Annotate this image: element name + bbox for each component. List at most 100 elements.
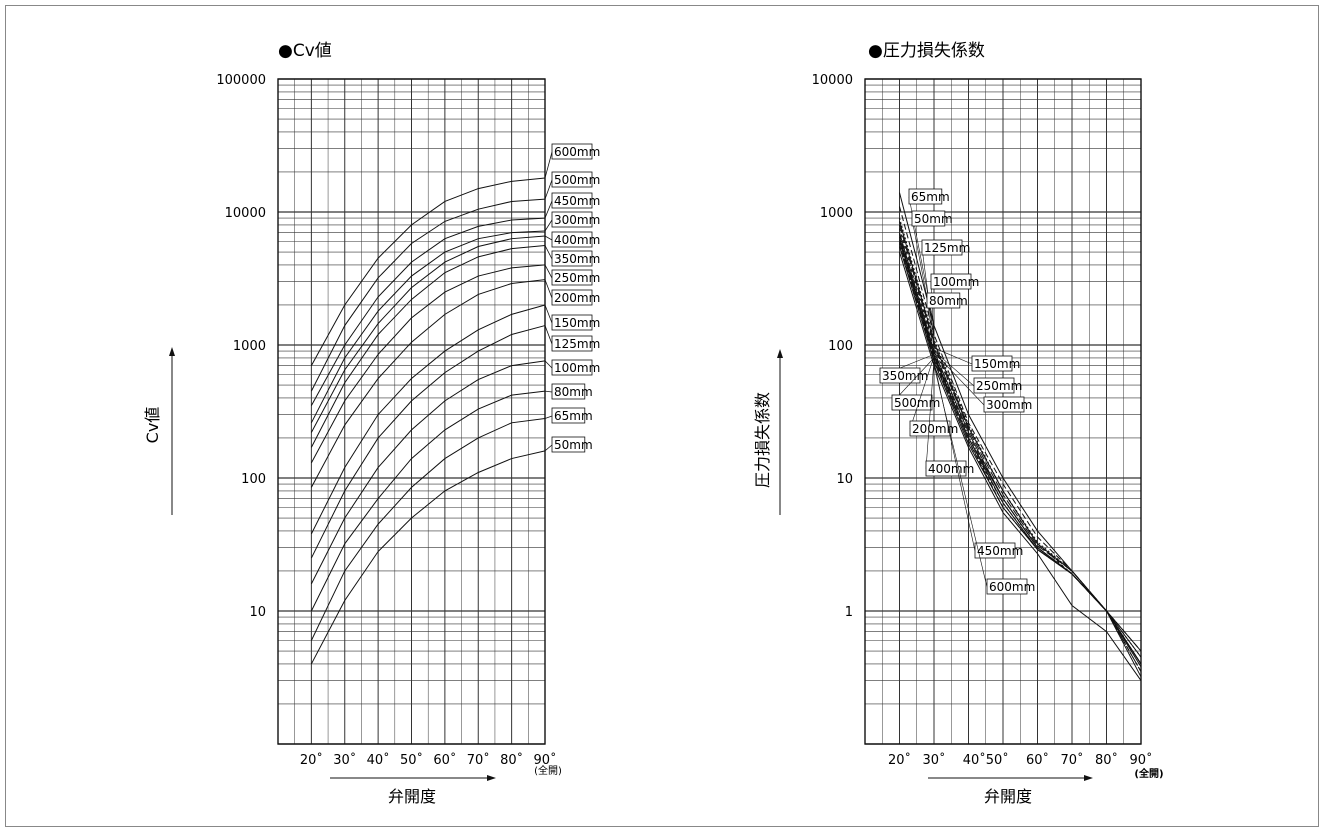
label-leader [933, 350, 975, 387]
series-label-box [551, 192, 593, 209]
series-line [310, 244, 546, 448]
series-label-box [891, 394, 933, 411]
chart2-x-sublabel: (全開) [1134, 767, 1163, 780]
series-label-box [925, 460, 967, 477]
series-label: 500mm [554, 173, 600, 187]
label-leader [544, 200, 553, 219]
series-label-box [909, 420, 951, 437]
series-label-box [974, 542, 1016, 559]
label-leader [544, 245, 553, 260]
x-tick-label: 60˚ [433, 752, 456, 768]
chart2-xlabel-arrow-head [1084, 775, 1093, 781]
series-line [899, 246, 1142, 678]
series-line [899, 217, 1142, 658]
x-tick-label: 80˚ [500, 752, 523, 768]
series-line [310, 198, 546, 392]
y-tick-label: 100000 [216, 73, 266, 88]
plot-border [864, 78, 1142, 745]
series-line [310, 177, 546, 366]
chart1-ylabel: Cv値 [143, 407, 162, 444]
series-label: 200mm [912, 422, 958, 436]
label-leader [930, 281, 935, 343]
x-tick-label: 40˚50˚ [963, 752, 1009, 768]
series-label: 250mm [976, 379, 1022, 393]
series-line [310, 217, 546, 406]
series-label: 450mm [554, 194, 600, 208]
label-leader [544, 415, 553, 419]
series-label-box [986, 578, 1028, 595]
label-leader [544, 279, 553, 299]
series-line [899, 224, 1142, 665]
label-leader [544, 360, 553, 369]
label-leader [933, 347, 973, 365]
series-label-box [973, 377, 1015, 394]
series-label: 100mm [554, 361, 600, 375]
series-label: 400mm [928, 462, 974, 476]
series-line [310, 235, 546, 433]
y-tick-label: 1000 [233, 339, 266, 354]
x-tick-label: 70˚ [467, 752, 490, 768]
series-label-box [930, 273, 972, 290]
y-tick-label: 100 [241, 472, 266, 487]
label-leader [909, 356, 935, 430]
label-leader [544, 235, 553, 241]
series-label: 50mm [914, 212, 953, 226]
series-line [310, 264, 546, 464]
x-tick-label: 30˚ [333, 752, 356, 768]
series-label-box [551, 289, 593, 306]
series-label: 150mm [554, 316, 600, 330]
y-tick-label: 10 [836, 472, 853, 487]
plot-border [277, 78, 546, 745]
series-label: 50mm [554, 438, 593, 452]
chart2-ylabel: 圧力損失係数 [753, 392, 772, 488]
series-line [310, 360, 546, 585]
series-label-box [551, 383, 586, 400]
series-line [310, 418, 546, 641]
series-line [310, 230, 546, 424]
x-tick-label: 60˚ [1026, 752, 1049, 768]
x-tick-label: 70˚ [1060, 752, 1083, 768]
series-label-box [551, 143, 593, 160]
series-label: 400mm [554, 233, 600, 247]
x-tick-label: 90˚ [533, 752, 556, 768]
label-leader [544, 219, 553, 232]
y-tick-label: 10000 [812, 73, 853, 88]
label-leader [544, 304, 553, 324]
label-leader [544, 264, 553, 279]
label-leader [544, 325, 553, 345]
series-label: 600mm [554, 145, 600, 159]
chart1-xlabel-arrow-head [487, 775, 496, 781]
series-label: 350mm [882, 369, 928, 383]
chart1-ylabel-arrow-head [169, 347, 175, 356]
series-label-box [983, 396, 1025, 413]
series-line [310, 325, 546, 559]
chart2-ylabel-arrow-head [777, 349, 783, 358]
chart1-xlabel: 弁開度 [388, 787, 436, 806]
series-label-box [551, 407, 586, 424]
series-label: 300mm [986, 398, 1032, 412]
label-leader [933, 365, 988, 588]
series-label: 125mm [924, 241, 970, 255]
series-label-box [551, 436, 586, 453]
series-label: 300mm [554, 213, 600, 227]
series-label: 80mm [929, 294, 968, 308]
series-label-box [926, 292, 961, 309]
series-line [310, 390, 546, 612]
label-leader [911, 218, 935, 335]
series-label-box [551, 211, 593, 228]
series-label-box [551, 314, 593, 331]
label-leader [544, 444, 553, 452]
series-label-box [551, 359, 593, 376]
series-label: 200mm [554, 291, 600, 305]
series-line [310, 279, 546, 488]
chart2-xlabel: 弁開度 [984, 787, 1032, 806]
x-tick-label: 20˚ [300, 752, 323, 768]
series-label: 500mm [894, 396, 940, 410]
series-label-box [551, 269, 593, 286]
series-label: 450mm [977, 544, 1023, 558]
series-label-box [551, 171, 593, 188]
series-label: 65mm [554, 409, 593, 423]
chart2-title: ●圧力損失係数 [868, 41, 985, 61]
series-label-box [908, 188, 943, 205]
